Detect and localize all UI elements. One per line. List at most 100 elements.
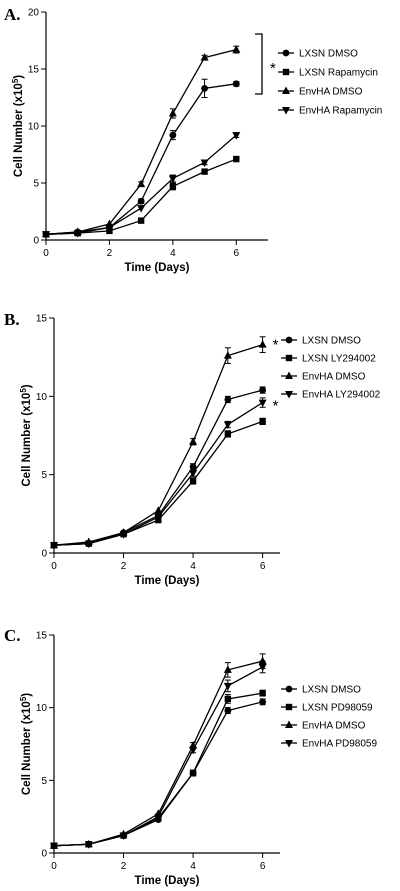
chart-panel-1: A. 0 5 10 15 20 0 2 4 6 Time (Days) Cell Number (x1…: [4, 5, 382, 274]
legend-label: LXSN Rapamycin: [299, 68, 378, 79]
y-tick-label: 5: [41, 776, 47, 787]
legend-label: EnvHA LY294002: [302, 390, 381, 401]
data-point: [137, 179, 146, 188]
data-point: [189, 437, 198, 445]
data-point: [137, 197, 145, 205]
data-point: [42, 231, 50, 239]
legend-marker: [282, 86, 290, 94]
series-square: [42, 155, 240, 238]
x-tick-label: 0: [51, 561, 57, 572]
y-axis-title-close: ): [21, 693, 33, 697]
data-point: [223, 665, 232, 673]
y-tick-label: 10: [36, 392, 48, 403]
y-axis-title-superscript: 5: [19, 388, 28, 393]
data-point: [233, 155, 240, 163]
data-point: [258, 399, 267, 408]
legend-label: EnvHA DMSO: [299, 87, 363, 98]
legend: LXSN DMSO LXSN Rapamycin EnvHA DMSO EnvHA R…: [278, 49, 382, 117]
data-point: [84, 540, 93, 549]
y-tick-label: 10: [28, 122, 40, 133]
legend-label: LXSN LY294002: [302, 354, 376, 365]
legend: LXSN DMSO LXSN PD98059 EnvHA DMSO EnvHA PD9…: [281, 685, 377, 750]
x-tick-label: 0: [43, 248, 49, 259]
legend-label: LXSN DMSO: [302, 336, 361, 347]
legend-marker: [285, 720, 293, 728]
legend-marker: [282, 107, 290, 115]
data-point: [200, 159, 209, 167]
data-point: [224, 707, 232, 714]
x-tick-label: 4: [170, 248, 176, 259]
legend-label: LXSN PD98059: [302, 703, 373, 714]
data-point: [232, 80, 240, 88]
data-point: [169, 131, 177, 139]
data-point: [259, 386, 267, 394]
data-point: [259, 418, 266, 425]
y-tick-label: 0: [33, 236, 39, 247]
data-point: [258, 663, 267, 672]
data-point: [258, 656, 267, 665]
panel-label: C.: [4, 626, 21, 645]
legend-marker: [285, 354, 293, 362]
legend-marker: [285, 336, 293, 344]
y-tick-label: 15: [28, 65, 40, 76]
data-point: [232, 132, 241, 140]
legend-label: LXSN DMSO: [299, 49, 358, 60]
x-tick-label: 0: [51, 861, 57, 872]
series-square: [50, 689, 266, 849]
legend-marker: [285, 703, 293, 711]
y-tick-label: 15: [36, 631, 48, 642]
data-point: [258, 340, 267, 348]
y-axis-title: Cell Number (x105): [19, 384, 33, 486]
significance-star: *: [273, 337, 279, 354]
legend-label: LXSN DMSO: [302, 685, 361, 696]
data-point: [154, 513, 163, 522]
legend-marker: [285, 391, 293, 399]
data-point: [105, 224, 114, 232]
data-point: [232, 45, 241, 53]
series-triangle-down: [42, 132, 241, 239]
series-triangle-down: [50, 660, 267, 851]
x-tick-label: 2: [121, 861, 127, 872]
data-point: [189, 470, 198, 478]
data-point: [224, 695, 232, 703]
y-tick-label: 5: [41, 470, 47, 481]
data-point: [223, 682, 232, 691]
data-point: [154, 813, 163, 822]
panel-label: A.: [4, 5, 21, 24]
y-axis-title-close: ): [21, 384, 33, 388]
y-axis-title: Cell Number (x105): [19, 693, 33, 795]
series-circle: [50, 386, 267, 549]
data-point: [259, 689, 266, 697]
data-point: [201, 84, 208, 92]
data-point: [224, 430, 232, 438]
data-point: [189, 746, 198, 755]
x-axis-title: Time (Days): [125, 262, 190, 274]
data-point: [200, 53, 209, 61]
data-point: [84, 841, 93, 849]
legend-marker: [285, 685, 293, 693]
legend-marker: [285, 740, 293, 748]
data-point: [137, 217, 145, 224]
data-point: [119, 531, 128, 539]
legend-label: EnvHA Rapamycin: [299, 106, 382, 117]
x-axis-title: Time (Days): [135, 875, 200, 887]
y-axis-title-superscript: 5: [11, 78, 20, 83]
y-tick-label: 10: [36, 703, 48, 714]
x-tick-label: 6: [260, 561, 266, 572]
x-tick-label: 2: [121, 561, 127, 572]
x-tick-label: 2: [107, 248, 113, 259]
y-axis-title-text: Cell Number (x10: [21, 393, 33, 487]
series-line: [53, 402, 263, 546]
y-tick-label: 0: [41, 549, 47, 560]
data-point: [189, 769, 197, 777]
panel-label: B.: [4, 310, 20, 329]
x-tick-label: 4: [190, 861, 196, 872]
x-tick-label: 6: [234, 248, 240, 259]
data-point: [223, 351, 232, 359]
series-square: [50, 417, 266, 549]
series-line: [53, 701, 263, 847]
data-point: [169, 183, 177, 190]
legend-label: EnvHA DMSO: [302, 721, 366, 732]
